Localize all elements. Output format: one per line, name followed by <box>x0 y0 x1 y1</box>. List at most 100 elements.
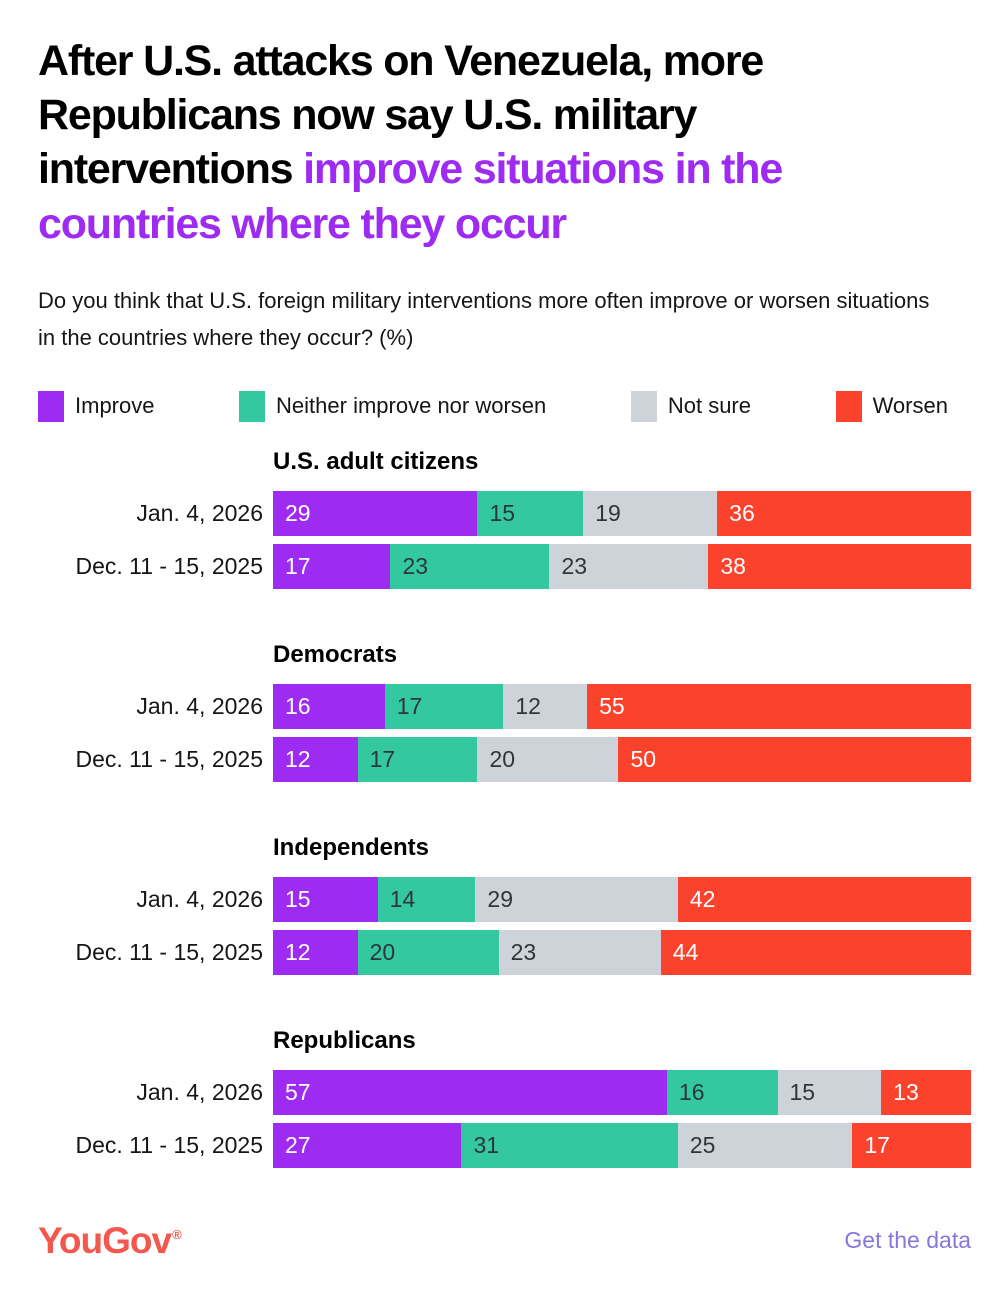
segment-value: 25 <box>689 1131 716 1158</box>
row-date-label: Jan. 4, 2026 <box>136 1078 263 1105</box>
stacked-bar: 16 17 12 55 <box>273 683 972 729</box>
bar-segment-improve: 17 <box>273 543 391 589</box>
group-rows: Jan. 4, 2026 57 16 15 13 Dec. 11 - 15, 2025 27… <box>38 1069 971 1168</box>
segment-value: 15 <box>285 885 311 912</box>
footer: YouGov® Get the data <box>38 1220 971 1262</box>
stacked-bar: 29 15 19 36 <box>273 490 971 536</box>
chart-groups: U.S. adult citizens Jan. 4, 2026 29 15 19 36… <box>38 448 972 1168</box>
segment-value: 20 <box>489 745 516 772</box>
yougov-logo-text: YouGov <box>38 1219 172 1261</box>
segment-value: 42 <box>689 885 716 912</box>
segment-value: 23 <box>561 552 588 579</box>
segment-value: 23 <box>510 938 537 965</box>
segment-value: 17 <box>864 1131 890 1158</box>
legend-label: Neither improve nor worsen <box>276 393 547 419</box>
legend-item-improve: Improve <box>38 390 155 422</box>
legend-swatch-neither-improve-nor-worsen <box>239 390 266 422</box>
legend-item-neither-improve-nor-worsen: Neither improve nor worsen <box>239 390 547 422</box>
group-rows: Jan. 4, 2026 16 17 12 55 Dec. 11 - 15, 2025 12… <box>38 683 972 782</box>
segment-value: 12 <box>515 692 541 719</box>
yougov-logo: YouGov® <box>38 1219 182 1262</box>
get-the-data-link[interactable]: Get the data <box>844 1227 971 1254</box>
segment-value: 29 <box>285 499 311 526</box>
group-title: Democrats <box>273 640 398 668</box>
chart-group-independents: Independents Jan. 4, 2026 15 14 29 42 Dec. 11… <box>38 834 971 975</box>
bar-segment-neither-improve-nor-worsen: 31 <box>461 1122 678 1168</box>
legend-label: Worsen <box>872 393 948 419</box>
stacked-bar: 12 17 20 50 <box>273 736 972 782</box>
segment-value: 16 <box>678 1078 705 1105</box>
legend-label: Improve <box>75 393 155 419</box>
bar-segment-not-sure: 29 <box>475 876 678 922</box>
segment-value: 14 <box>389 885 416 912</box>
row-date-label: Dec. 11 - 15, 2025 <box>75 938 263 965</box>
bar-segment-worsen: 44 <box>660 929 971 975</box>
bar-segment-not-sure: 15 <box>777 1069 882 1115</box>
group-rows: Jan. 4, 2026 15 14 29 42 Dec. 11 - 15, 2025 12… <box>38 876 971 975</box>
bar-segment-worsen: 55 <box>587 683 972 729</box>
segment-value: 19 <box>595 499 621 526</box>
row-date-label: Dec. 11 - 15, 2025 <box>75 1131 263 1158</box>
group-title: U.S. adult citizens <box>273 447 479 475</box>
chart-row: Jan. 4, 2026 16 17 12 55 <box>38 683 972 729</box>
segment-value: 23 <box>402 552 429 579</box>
legend-item-not-sure: Not sure <box>630 390 751 422</box>
chart-group-democrats: Democrats Jan. 4, 2026 16 17 12 55 Dec. 11 - … <box>38 640 972 782</box>
segment-value: 27 <box>285 1131 311 1158</box>
title-highlight-text: improve situations in the countries wher… <box>38 145 783 248</box>
segment-value: 13 <box>893 1078 919 1105</box>
bar-segment-improve: 15 <box>273 876 378 922</box>
chart-group-republicans: Republicans Jan. 4, 2026 57 16 15 13 Dec. 11 … <box>38 1027 971 1168</box>
chart-group-u-s-adult-citizens: U.S. adult citizens Jan. 4, 2026 29 15 19 36… <box>38 448 971 589</box>
segment-value: 20 <box>369 938 396 965</box>
chart-row: Jan. 4, 2026 29 15 19 36 <box>38 490 971 536</box>
group-title: Republicans <box>273 1026 416 1054</box>
segment-value: 17 <box>396 692 423 719</box>
bar-segment-neither-improve-nor-worsen: 15 <box>477 490 584 536</box>
row-date-label: Dec. 11 - 15, 2025 <box>75 552 263 579</box>
chart-row: Dec. 11 - 15, 2025 12 17 20 50 <box>38 736 972 782</box>
page-title: After U.S. attacks on Venezuela, more Re… <box>38 34 960 251</box>
bar-segment-improve: 27 <box>273 1122 462 1168</box>
segment-value: 38 <box>720 552 746 579</box>
bar-segment-not-sure: 23 <box>549 543 709 589</box>
bar-segment-worsen: 42 <box>677 876 971 922</box>
bar-segment-neither-improve-nor-worsen: 23 <box>390 543 550 589</box>
row-date-label: Jan. 4, 2026 <box>136 499 263 526</box>
segment-value: 17 <box>369 745 396 772</box>
legend-label: Not sure <box>667 393 751 419</box>
bar-segment-neither-improve-nor-worsen: 17 <box>384 683 504 729</box>
segment-value: 36 <box>729 499 755 526</box>
stacked-bar: 12 20 23 44 <box>273 929 971 975</box>
legend-item-worsen: Worsen <box>835 390 948 422</box>
bar-segment-improve: 29 <box>273 490 478 536</box>
segment-value: 15 <box>489 499 516 526</box>
bar-segment-worsen: 38 <box>708 543 971 589</box>
group-title: Independents <box>273 833 430 861</box>
group-rows: Jan. 4, 2026 29 15 19 36 Dec. 11 - 15, 2025 17… <box>38 490 971 589</box>
bar-segment-not-sure: 25 <box>677 1122 853 1168</box>
row-date-label: Jan. 4, 2026 <box>136 692 263 719</box>
segment-value: 44 <box>672 938 699 965</box>
segment-value: 15 <box>789 1078 816 1105</box>
segment-value: 29 <box>487 885 514 912</box>
legend-swatch-not-sure <box>630 390 657 422</box>
segment-value: 12 <box>285 938 311 965</box>
bar-segment-not-sure: 19 <box>583 490 718 536</box>
legend-swatch-improve <box>38 390 64 422</box>
stacked-bar: 57 16 15 13 <box>273 1069 971 1115</box>
row-date-label: Jan. 4, 2026 <box>136 885 263 912</box>
bar-segment-neither-improve-nor-worsen: 20 <box>357 929 499 975</box>
bar-segment-improve: 16 <box>273 683 385 729</box>
bar-segment-worsen: 17 <box>852 1122 971 1168</box>
bar-segment-not-sure: 20 <box>477 736 619 782</box>
segment-value: 31 <box>473 1131 500 1158</box>
bar-segment-improve: 12 <box>273 929 358 975</box>
bar-segment-improve: 12 <box>273 736 358 782</box>
chart-row: Dec. 11 - 15, 2025 17 23 23 38 <box>38 543 971 589</box>
legend-swatch-worsen <box>835 390 862 422</box>
chart-row: Jan. 4, 2026 15 14 29 42 <box>38 876 971 922</box>
chart-legend: Improve Neither improve nor worsen Not sur… <box>38 390 948 422</box>
segment-value: 57 <box>285 1078 311 1105</box>
